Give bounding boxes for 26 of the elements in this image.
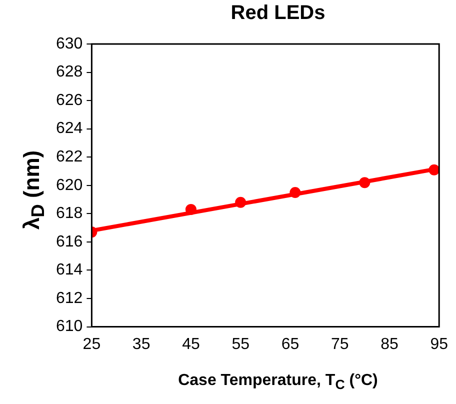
- point: [290, 186, 301, 198]
- x-tick-label: 65: [281, 336, 300, 353]
- x-tick-label: 95: [430, 336, 448, 353]
- x-tick-label: 25: [82, 336, 101, 353]
- x-tick-label: 35: [132, 336, 150, 353]
- y-tick-label: 630: [56, 35, 83, 52]
- point: [185, 204, 196, 215]
- y-tick-label: 618: [56, 205, 83, 222]
- y-tick-label: 614: [56, 262, 83, 279]
- y-tick-label: 620: [56, 176, 83, 194]
- x-tick-label: 55: [232, 336, 250, 353]
- point: [359, 177, 370, 188]
- x-tick-label: 85: [380, 336, 398, 353]
- x-tick-label: 45: [182, 336, 200, 353]
- y-tick-label: 624: [56, 120, 83, 138]
- point: [235, 196, 246, 208]
- y-tick-label: 628: [56, 64, 83, 81]
- chart-title: Red LEDs: [230, 2, 326, 25]
- y-tick-label: 622: [56, 148, 83, 166]
- y-tick-label: 626: [56, 92, 83, 109]
- point: [428, 164, 440, 176]
- y-tick-label: 616: [56, 233, 83, 250]
- x-tick-label: 75: [330, 336, 349, 353]
- y-tick-label: 610: [56, 318, 83, 336]
- y-tick-label: 612: [56, 290, 83, 307]
- x-axis-title: Case Temperature, T$_{C}$ (°C): [177, 372, 379, 392]
